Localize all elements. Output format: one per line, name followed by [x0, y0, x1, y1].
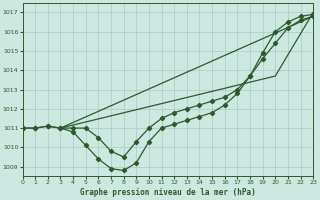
X-axis label: Graphe pression niveau de la mer (hPa): Graphe pression niveau de la mer (hPa): [80, 188, 256, 197]
